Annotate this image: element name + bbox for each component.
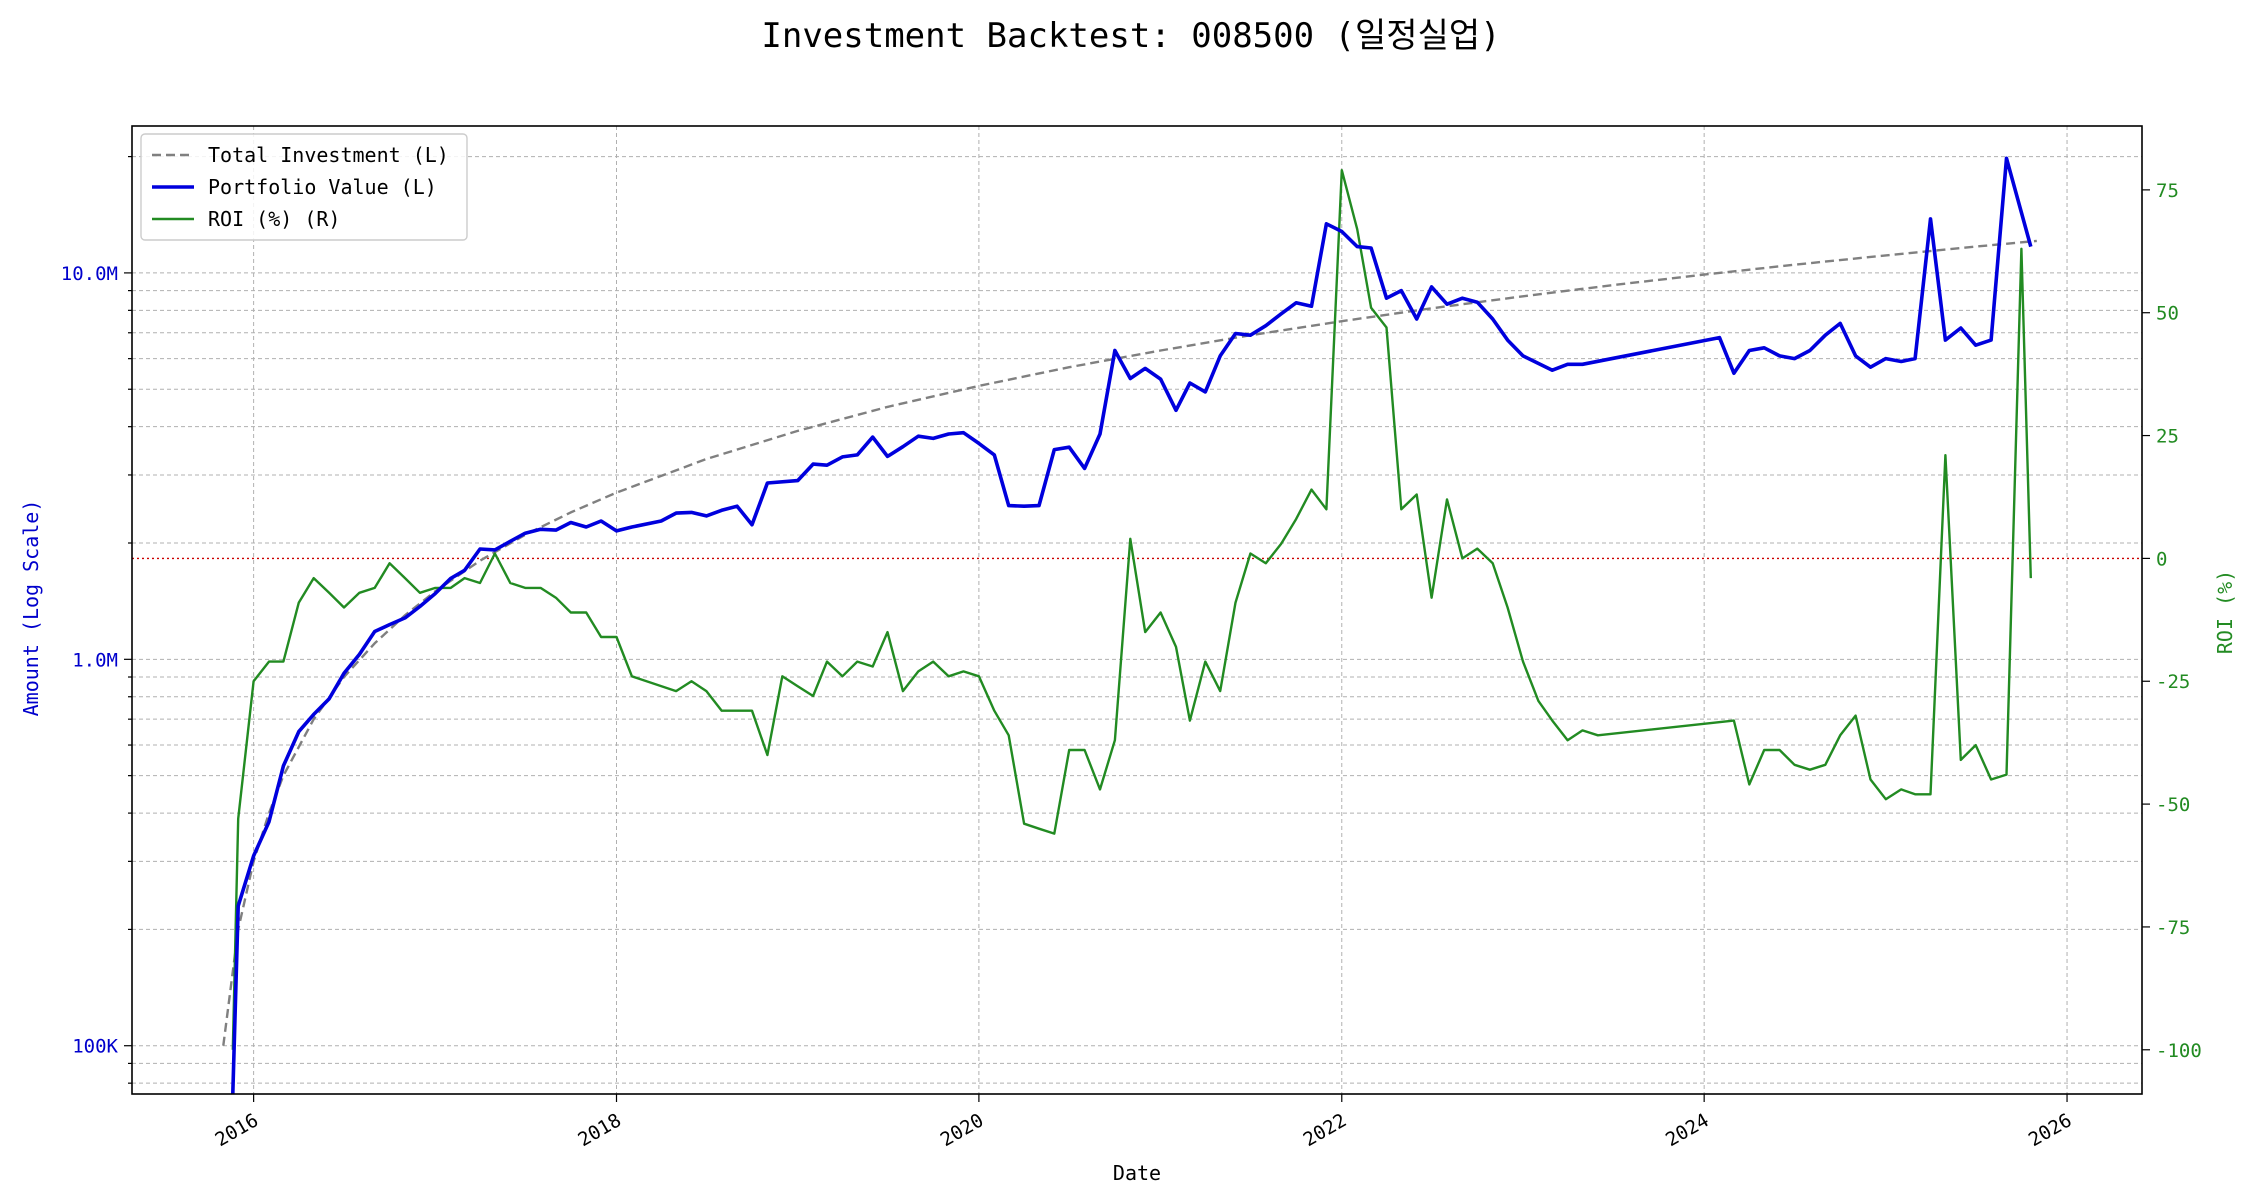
y-right-tick-label: 75 [2156, 180, 2179, 202]
y-left-tick-label: 10.0M [61, 263, 118, 285]
plot-frame [131, 125, 2143, 1095]
y-right-tick-label: -75 [2156, 917, 2190, 939]
series-layer [222, 156, 2037, 1095]
legend-entry-portfolio-value-label: Portfolio Value (L) [208, 175, 437, 199]
x-tick-label: 2022 [1300, 1109, 1351, 1151]
y-right-tick-label: -100 [2156, 1040, 2202, 1062]
x-tick-label: 2018 [574, 1109, 625, 1151]
y-right-tick-label: -50 [2156, 794, 2190, 816]
total-investment-line [222, 239, 2037, 1046]
y-axis-label-left: Amount (Log Scale) [19, 500, 43, 717]
legend-entry-total-investment-label: Total Investment (L) [208, 143, 449, 167]
y-left-tick-label: 1.0M [72, 649, 118, 671]
roi-line [231, 168, 2032, 1050]
y-axis-label-right: ROI (%) [2213, 570, 2237, 654]
grid-layer [132, 126, 2142, 1094]
x-axis-label: Date [1113, 1161, 1161, 1185]
y-right-tick-label: -25 [2156, 671, 2190, 693]
portfolio-value-line [231, 156, 2033, 1095]
legend-entry-roi-label: ROI (%) (R) [208, 207, 340, 231]
x-tick-label: 2020 [937, 1109, 988, 1151]
x-tick-label: 2026 [2025, 1109, 2076, 1151]
chart-title: Investment Backtest: 008500 (일정실업) [761, 16, 1500, 56]
ticks-layer: 100K 1.0M 10.0M -100 -75 -50 -25 0 25 50 75 2016 201… [61, 155, 2202, 1151]
y-right-tick-label: 0 [2156, 548, 2167, 570]
y-left-tick-label: 100K [72, 1036, 118, 1058]
legend-box [140, 133, 468, 241]
x-tick-label: 2024 [1662, 1109, 1713, 1151]
legend: Total Investment (L) Portfolio Value (L) R… [140, 133, 468, 241]
y-right-tick-label: 25 [2156, 426, 2179, 448]
y-right-tick-label: 50 [2156, 303, 2179, 325]
x-tick-label: 2016 [211, 1109, 262, 1151]
